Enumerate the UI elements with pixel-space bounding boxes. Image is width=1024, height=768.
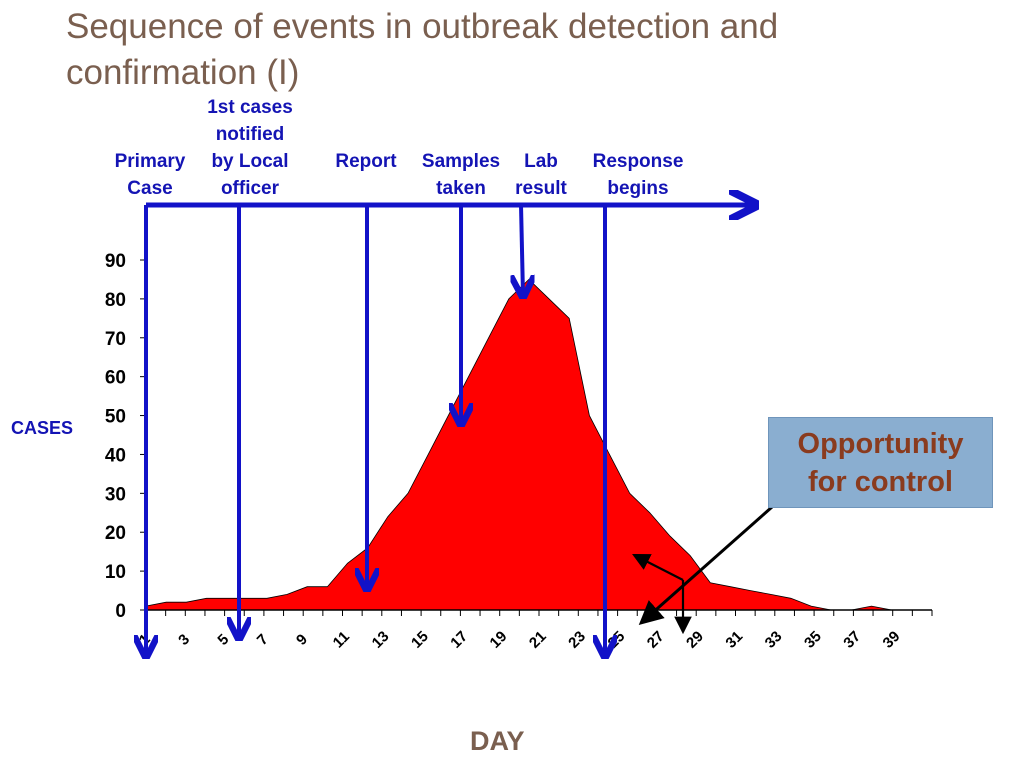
event-label-line: 1st cases <box>207 97 293 118</box>
event-label-line: taken <box>436 178 486 199</box>
event-label-line: Response <box>592 151 684 172</box>
y-tick-label: 50 <box>105 407 126 428</box>
x-tick-label: 29 <box>683 628 707 652</box>
slide-title: Sequence of events in outbreak detection… <box>66 7 779 92</box>
x-tick-label: 21 <box>526 628 550 652</box>
event-label-line: notified <box>215 124 285 145</box>
x-tick-label: 11 <box>330 628 353 651</box>
event-label-line: Report <box>335 151 397 172</box>
x-tick-label: 25 <box>605 628 629 652</box>
opportunity-text-line: Opportunity <box>797 428 964 460</box>
callout-arrow-main <box>638 505 773 625</box>
event-label-line: Case <box>127 178 173 199</box>
x-tick-label: 37 <box>840 628 864 652</box>
y-tick-label: 90 <box>105 251 126 272</box>
event-label-line: Primary <box>114 151 186 172</box>
x-tick-label: 27 <box>644 628 668 652</box>
x-tick-label: 39 <box>880 628 904 652</box>
cases-area <box>145 278 932 611</box>
y-tick-label: 40 <box>105 445 126 466</box>
y-tick-label: 80 <box>105 290 126 311</box>
x-tick-label: 31 <box>722 628 746 652</box>
x-tick-label: 19 <box>487 628 511 652</box>
x-tick-label: 13 <box>369 628 393 652</box>
x-tick-label: 5 <box>214 631 232 649</box>
y-axis-label: CASES <box>11 418 74 438</box>
opportunity-text-line: for control <box>808 466 953 498</box>
opportunity-text: Opportunity for control <box>769 425 992 501</box>
y-tick-label: 30 <box>105 484 126 505</box>
x-tick-label: 9 <box>293 631 311 649</box>
y-tick-label: 70 <box>105 329 126 350</box>
event-label-primary: Primary Case <box>90 148 210 202</box>
event-label-line: Samples <box>421 151 501 172</box>
x-tick-label: 23 <box>565 628 589 652</box>
x-tick-label: 33 <box>762 628 786 652</box>
x-tick-label: 7 <box>254 631 272 649</box>
event-label-samples: Samples taken <box>401 148 521 202</box>
y-tick-label: 0 <box>115 601 126 622</box>
event-label-line: by Local <box>211 151 289 172</box>
event-label-notified: 1st cases notified by Local officer <box>190 94 310 202</box>
y-tick-label: 10 <box>105 562 126 583</box>
event-label-lab: Lab result <box>481 148 601 202</box>
event-label-line: Lab <box>524 151 558 172</box>
callout-arrow-branch-up <box>632 554 684 581</box>
x-tick-label: 3 <box>175 631 193 649</box>
event-label-line: begins <box>607 178 669 199</box>
x-tick-label: 35 <box>801 628 825 652</box>
y-tick-label: 60 <box>105 368 126 389</box>
event-label-response: Response begins <box>578 148 698 202</box>
event-label-report: Report <box>306 148 426 175</box>
x-axis-label: DAY <box>470 726 525 756</box>
x-tick-label: 17 <box>447 628 471 652</box>
x-tick-label: 15 <box>408 628 432 652</box>
event-label-line: result <box>515 178 567 199</box>
opportunity-callout: Opportunity for control <box>768 417 993 508</box>
event-label-line: officer <box>220 178 280 199</box>
event-arrow-lab <box>521 204 523 295</box>
y-tick-label: 20 <box>105 523 126 544</box>
